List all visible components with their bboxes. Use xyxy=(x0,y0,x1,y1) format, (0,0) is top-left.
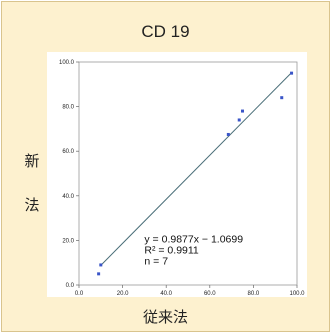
y-tick-label: 100.0 xyxy=(59,60,75,66)
data-point xyxy=(237,118,241,122)
y-tick-label: 60.0 xyxy=(62,149,74,155)
x-tick-label: 0.0 xyxy=(75,291,84,297)
x-tick-label: 40.0 xyxy=(160,291,172,297)
data-point xyxy=(241,109,244,113)
regression-annotation: n = 7 xyxy=(144,256,168,268)
y-tick-label: 20.0 xyxy=(62,238,74,244)
y-tick-label: 0.0 xyxy=(66,283,75,289)
y-axis-label-char: 新 xyxy=(24,153,40,170)
plot-frame xyxy=(78,61,298,286)
data-point xyxy=(97,272,101,276)
x-tick-label: 80.0 xyxy=(248,291,260,297)
x-tick-label: 20.0 xyxy=(117,291,129,297)
y-axis-label: 新 法 xyxy=(22,140,42,228)
x-axis-label: 従来法 xyxy=(142,309,188,326)
trend-line xyxy=(100,72,292,266)
x-tick-label: 100.0 xyxy=(289,291,305,297)
plot-area: 0.0 20.0 40.0 60.0 80.0 100.0 0.0 20.0 40.0 60.0 8… xyxy=(47,52,307,297)
data-point xyxy=(226,132,230,136)
x-tick-label: 60.0 xyxy=(204,291,216,297)
y-axis-label-char: 法 xyxy=(24,197,40,214)
chart-title: CD 19 xyxy=(141,22,190,41)
data-point xyxy=(99,263,103,267)
data-point xyxy=(290,71,294,75)
y-tick-label: 80.0 xyxy=(62,105,74,111)
regression-annotation: y = 0.9877x − 1.0699 xyxy=(144,234,243,246)
data-point xyxy=(280,96,284,100)
regression-annotation: R² = 0.9911 xyxy=(144,245,199,257)
scatter-plot: 0.0 20.0 40.0 60.0 80.0 100.0 0.0 20.0 40.0 60.0 8… xyxy=(59,60,305,297)
y-tick-label: 40.0 xyxy=(62,194,74,200)
